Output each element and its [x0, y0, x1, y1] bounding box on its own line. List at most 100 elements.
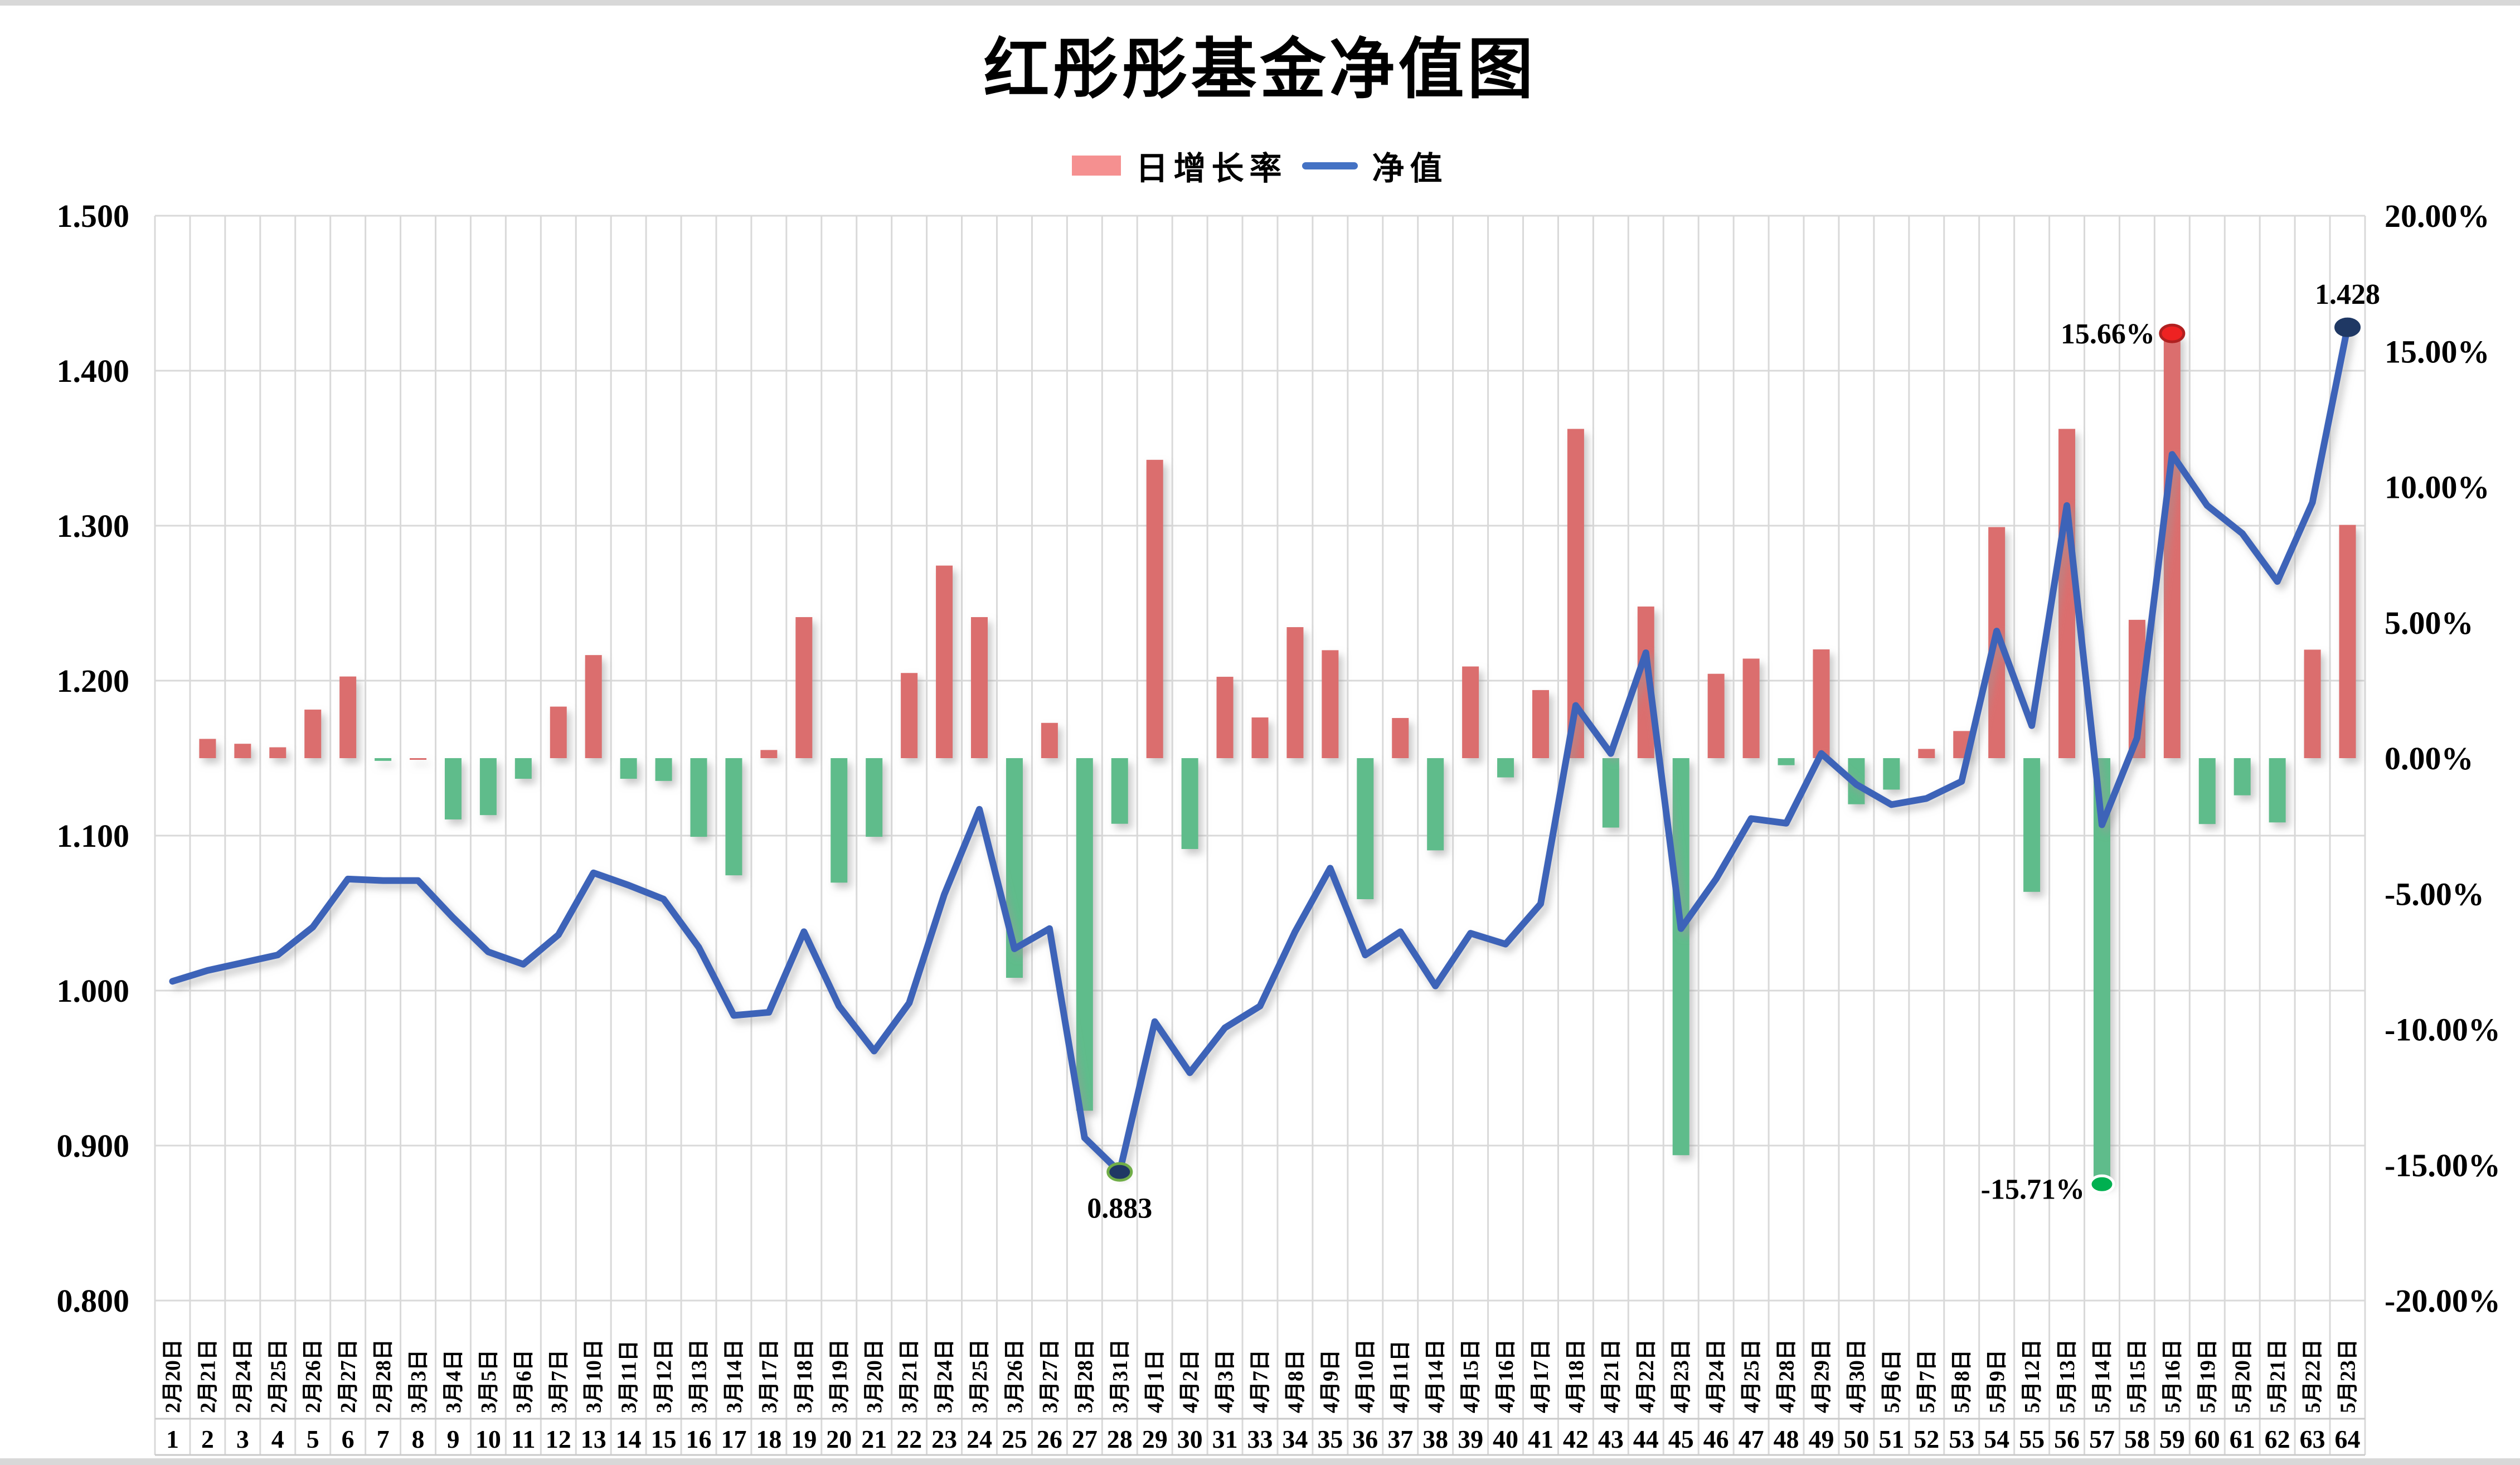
serial-label: 4 — [271, 1425, 284, 1453]
date-label: 3月12日 — [653, 1339, 676, 1413]
growth-bar — [199, 739, 216, 758]
serial-label: 57 — [2089, 1425, 2115, 1453]
serial-label: 18 — [756, 1425, 781, 1453]
serial-label: 59 — [2159, 1425, 2185, 1453]
date-label: 4月29日 — [1810, 1339, 1833, 1413]
date-label: 3月27日 — [1038, 1339, 1062, 1413]
serial-label: 42 — [1563, 1425, 1589, 1453]
serial-label: 47 — [1739, 1425, 1764, 1453]
date-label: 4月16日 — [1494, 1339, 1518, 1413]
date-label: 3月31日 — [1109, 1339, 1132, 1413]
growth-bar — [1357, 758, 1374, 899]
date-label: 3月11日 — [618, 1340, 641, 1413]
date-label: 2月28日 — [372, 1339, 395, 1413]
date-label: 5月21日 — [2266, 1339, 2290, 1413]
serial-label: 13 — [581, 1425, 606, 1453]
growth-bar — [655, 758, 672, 781]
date-label: 2月20日 — [161, 1339, 184, 1413]
serial-label: 26 — [1037, 1425, 1062, 1453]
serial-label: 11 — [511, 1425, 535, 1453]
date-label: 4月10日 — [1354, 1339, 1377, 1413]
right-axis-tick: -15.00% — [2385, 1147, 2500, 1183]
serial-label: 58 — [2124, 1425, 2150, 1453]
date-label: 3月28日 — [1074, 1339, 1097, 1413]
serial-label: 44 — [1633, 1425, 1659, 1453]
annotations: 0.883 1.428 15.66% -15.71% — [1087, 279, 2380, 1224]
left-axis-tick: 0.900 — [57, 1128, 130, 1164]
serial-label: 7 — [377, 1425, 390, 1453]
growth-bar — [1707, 673, 1725, 758]
growth-bar — [1286, 627, 1304, 758]
left-axis-tick: 1.000 — [57, 973, 130, 1009]
date-label: 5月16日 — [2161, 1339, 2184, 1413]
date-label: 2月21日 — [196, 1339, 220, 1413]
growth-bar — [971, 617, 988, 758]
date-label: 5月15日 — [2126, 1339, 2149, 1413]
date-label: 3月17日 — [758, 1339, 781, 1413]
axis-ticks: 1.500 1.400 1.300 1.200 1.100 1.000 0.900 0.800… — [57, 198, 2500, 1319]
growth-bar — [2304, 649, 2321, 758]
growth-bar — [1742, 658, 1760, 758]
right-axis-tick: -20.00% — [2385, 1283, 2500, 1319]
date-label: 3月18日 — [793, 1339, 816, 1413]
right-axis-tick: 15.00% — [2385, 333, 2490, 370]
growth-bar — [1111, 758, 1128, 824]
serial-label: 48 — [1774, 1425, 1799, 1453]
date-label: 4月18日 — [1565, 1339, 1588, 1413]
growth-bar — [831, 758, 848, 883]
growth-bar — [1076, 758, 1093, 1111]
growth-bar — [269, 747, 287, 758]
date-label: 3月13日 — [688, 1339, 711, 1413]
serial-label: 25 — [1002, 1425, 1027, 1453]
right-axis-tick: 5.00% — [2385, 605, 2474, 641]
growth-bar — [620, 758, 637, 779]
serial-label: 17 — [721, 1425, 746, 1453]
date-label: 4月2日 — [1179, 1350, 1202, 1413]
right-axis-tick: 10.00% — [2385, 469, 2490, 506]
date-label: 5月14日 — [2091, 1339, 2114, 1413]
growth-bar — [725, 758, 742, 876]
marker-dot — [1106, 1162, 1133, 1182]
date-label: 4月28日 — [1775, 1339, 1799, 1413]
date-label: 3月4日 — [442, 1350, 465, 1413]
date-label: 2月25日 — [266, 1339, 290, 1413]
serial-label: 60 — [2194, 1425, 2220, 1453]
growth-bar — [304, 709, 322, 758]
legend-bar-swatch-icon — [1072, 156, 1121, 176]
date-label: 4月7日 — [1249, 1350, 1273, 1413]
growth-bar — [375, 758, 392, 761]
left-axis-tick: 0.800 — [57, 1283, 130, 1319]
serial-label: 24 — [967, 1425, 992, 1453]
growth-bar — [1392, 717, 1409, 758]
serial-label: 61 — [2230, 1425, 2255, 1453]
date-label: 4月3日 — [1214, 1350, 1237, 1413]
right-axis-tick: -5.00% — [2385, 876, 2484, 912]
serial-label: 3 — [236, 1425, 249, 1453]
growth-bar — [2198, 758, 2216, 824]
left-axis-tick: 1.100 — [57, 818, 130, 854]
date-label: 4月23日 — [1670, 1339, 1693, 1413]
annotation-label: 15.66% — [2061, 318, 2155, 350]
date-label: 3月5日 — [477, 1350, 501, 1413]
growth-bar — [1041, 722, 1058, 758]
window-bottom-strip — [0, 1458, 2520, 1465]
marker-dot — [2334, 317, 2361, 337]
growth-bar — [1918, 749, 1935, 758]
growth-bar — [760, 750, 778, 758]
serial-label: 45 — [1668, 1425, 1694, 1453]
serial-label: 30 — [1177, 1425, 1203, 1453]
serial-label: 27 — [1072, 1425, 1098, 1453]
left-axis-tick: 1.400 — [57, 353, 130, 389]
growth-bar — [585, 655, 602, 758]
serial-label: 64 — [2335, 1425, 2361, 1453]
serial-label: 50 — [1843, 1425, 1869, 1453]
serial-label: 22 — [896, 1425, 922, 1453]
serial-label: 6 — [342, 1425, 355, 1453]
marker-dot — [2089, 1174, 2115, 1194]
growth-bar — [2163, 333, 2181, 758]
growth-bar — [2058, 429, 2076, 758]
date-label: 3月20日 — [863, 1339, 886, 1413]
growth-bar — [2093, 758, 2110, 1185]
left-axis-tick: 1.300 — [57, 508, 130, 544]
